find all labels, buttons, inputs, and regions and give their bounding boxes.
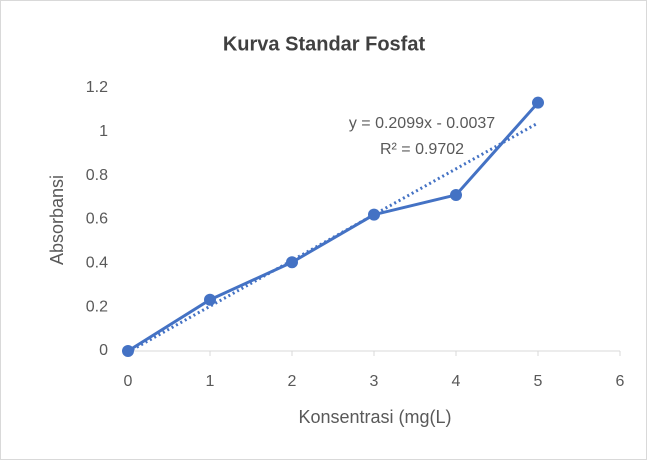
data-point	[368, 208, 380, 221]
trendline-r-squared: R² = 0.9702	[380, 141, 464, 158]
data-point	[204, 293, 216, 306]
y-tick-label: 1	[99, 123, 108, 140]
x-tick-label: 2	[288, 373, 297, 390]
y-tick-label: 0.6	[86, 211, 108, 228]
y-tick-label: 0.4	[86, 255, 108, 272]
y-tick-label: 0	[99, 342, 108, 359]
y-tick-label: 0.2	[86, 298, 108, 315]
trendline	[127, 121, 539, 354]
data-point	[450, 188, 462, 201]
series-line	[127, 101, 540, 353]
x-tick-label: 0	[124, 373, 133, 390]
data-point	[532, 96, 544, 109]
x-tick-label: 1	[206, 373, 215, 390]
y-tick-label: 1.2	[86, 79, 108, 96]
x-tick-label: 5	[534, 373, 543, 390]
data-point	[286, 256, 298, 269]
x-tick-label: 4	[452, 373, 461, 390]
data-point	[122, 345, 134, 357]
chart-title: Kurva Standar Fosfat	[223, 33, 426, 55]
y-axis-label: Absorbansi	[47, 175, 67, 265]
trendline-equation: y = 0.2099x - 0.0037	[349, 115, 495, 132]
x-tick-label: 3	[370, 373, 379, 390]
x-axis-label: Konsentrasi (mg(L)	[298, 407, 451, 427]
y-tick-label: 0.8	[86, 167, 108, 184]
x-tick-label: 6	[616, 373, 625, 390]
